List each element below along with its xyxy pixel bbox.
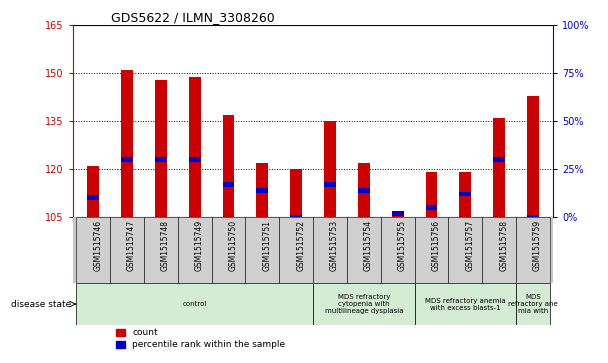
FancyBboxPatch shape [347,217,381,283]
Bar [257,188,268,193]
Bar [257,163,268,217]
FancyBboxPatch shape [516,284,550,325]
Text: GSM1515751: GSM1515751 [263,220,271,271]
Bar [223,182,235,187]
Bar [392,211,404,216]
Bar [358,188,370,193]
Bar [88,196,99,200]
Bar [189,77,201,217]
Bar [426,172,437,217]
Text: GSM1515748: GSM1515748 [161,220,170,271]
Bar [121,70,133,217]
Bar [88,166,99,217]
Text: GSM1515746: GSM1515746 [93,220,102,272]
Text: MDS
refractory ane
mia with: MDS refractory ane mia with [508,294,558,314]
Bar [155,157,167,162]
Text: MDS refractory anemia
with excess blasts-1: MDS refractory anemia with excess blasts… [425,298,506,311]
FancyBboxPatch shape [415,284,516,325]
Bar [189,157,201,162]
Text: GSM1515756: GSM1515756 [432,220,441,272]
Bar [223,115,235,217]
Legend: count, percentile rank within the sample: count, percentile rank within the sample [116,329,285,349]
Bar [290,215,302,220]
Text: GSM1515758: GSM1515758 [499,220,508,271]
Bar [460,172,471,217]
FancyBboxPatch shape [279,217,313,283]
Text: disease state: disease state [11,299,71,309]
FancyBboxPatch shape [415,217,449,283]
Text: GSM1515757: GSM1515757 [465,220,474,272]
FancyBboxPatch shape [212,217,246,283]
FancyBboxPatch shape [381,217,415,283]
FancyBboxPatch shape [313,284,415,325]
Bar [121,157,133,162]
Text: MDS refractory
cytopenia with
multilineage dysplasia: MDS refractory cytopenia with multilinea… [325,294,403,314]
Bar [324,121,336,217]
Text: GSM1515755: GSM1515755 [398,220,407,272]
Bar [493,157,505,162]
Bar [527,96,539,217]
FancyBboxPatch shape [77,217,110,283]
Text: control: control [182,301,207,307]
FancyBboxPatch shape [516,217,550,283]
FancyBboxPatch shape [178,217,212,283]
Text: GSM1515747: GSM1515747 [127,220,136,272]
FancyBboxPatch shape [449,217,482,283]
Bar [155,80,167,217]
FancyBboxPatch shape [77,284,313,325]
FancyBboxPatch shape [144,217,178,283]
Text: GSM1515759: GSM1515759 [533,220,542,272]
Text: GDS5622 / ILMN_3308260: GDS5622 / ILMN_3308260 [111,11,275,24]
Bar [493,118,505,217]
Text: GSM1515752: GSM1515752 [296,220,305,271]
FancyBboxPatch shape [482,217,516,283]
Bar [392,214,404,217]
Bar [358,163,370,217]
Bar [527,215,539,220]
FancyBboxPatch shape [110,217,144,283]
FancyBboxPatch shape [246,217,279,283]
Bar [324,182,336,187]
Text: GSM1515750: GSM1515750 [229,220,238,272]
Bar [460,192,471,196]
Bar [290,169,302,217]
Text: GSM1515749: GSM1515749 [195,220,204,272]
Bar [426,205,437,210]
Text: GSM1515753: GSM1515753 [330,220,339,272]
Text: GSM1515754: GSM1515754 [364,220,373,272]
FancyBboxPatch shape [313,217,347,283]
